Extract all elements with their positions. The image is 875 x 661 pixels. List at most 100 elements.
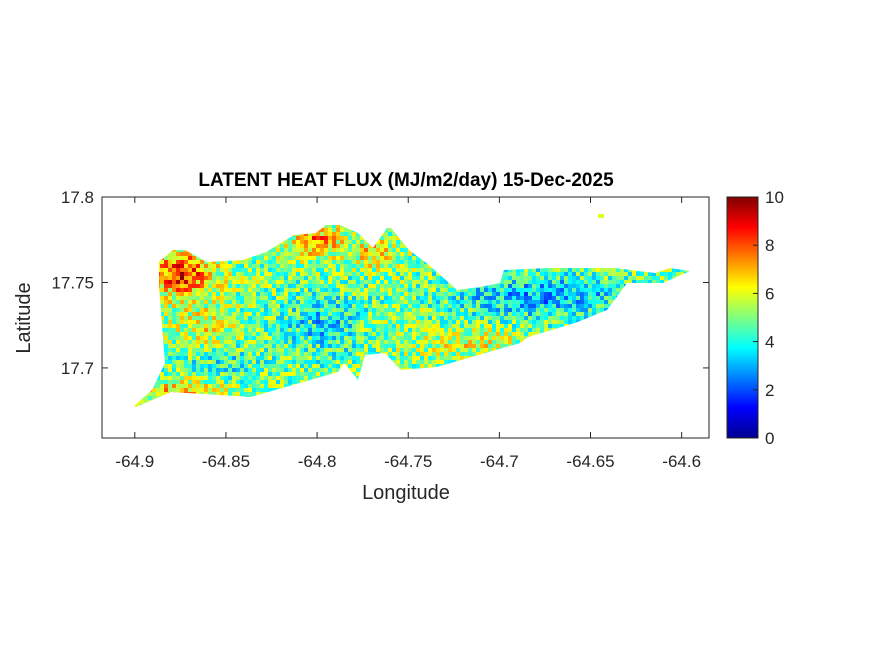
heatmap-cell xyxy=(560,248,564,252)
heatmap-cell xyxy=(456,332,460,336)
heatmap-cell xyxy=(228,344,232,348)
heatmap-cell xyxy=(416,240,420,244)
heatmap-cell xyxy=(492,288,496,292)
heatmap-cell xyxy=(636,216,640,220)
heatmap-cell xyxy=(188,228,192,232)
heatmap-cell xyxy=(256,220,260,224)
heatmap-cell xyxy=(636,244,640,248)
heatmap-cell xyxy=(436,220,440,224)
heatmap-cell xyxy=(552,256,556,260)
heatmap-cell xyxy=(208,316,212,320)
heatmap-cell xyxy=(232,244,236,248)
heatmap-cell xyxy=(128,272,132,276)
heatmap-cell xyxy=(488,348,492,352)
heatmap-cell xyxy=(228,348,232,352)
heatmap-cell xyxy=(660,252,664,256)
heatmap-cell xyxy=(356,268,360,272)
heatmap-cell xyxy=(400,272,404,276)
heatmap-cell xyxy=(348,228,352,232)
heatmap-cell xyxy=(632,324,636,328)
heatmap-cell xyxy=(204,252,208,256)
heatmap-cell xyxy=(252,280,256,284)
heatmap-cell xyxy=(544,220,548,224)
heatmap-cell xyxy=(344,260,348,264)
heatmap-cell xyxy=(280,332,284,336)
heatmap-cell xyxy=(372,332,376,336)
heatmap-cell xyxy=(540,332,544,336)
heatmap-cell xyxy=(168,352,172,356)
heatmap-cell xyxy=(536,248,540,252)
heatmap-cell xyxy=(680,260,684,264)
heatmap-cell xyxy=(260,236,264,240)
heatmap-cell xyxy=(528,216,532,220)
heatmap-cell xyxy=(648,228,652,232)
heatmap-cell xyxy=(288,260,292,264)
heatmap-cell xyxy=(372,328,376,332)
heatmap-cell xyxy=(280,236,284,240)
heatmap-cell xyxy=(140,248,144,252)
heatmap-cell xyxy=(568,260,572,264)
heatmap-cell xyxy=(556,328,560,332)
heatmap-cell xyxy=(144,336,148,340)
heatmap-cell xyxy=(656,220,660,224)
heatmap-cell xyxy=(632,348,636,352)
heatmap-cell xyxy=(134,232,136,236)
heatmap-cell xyxy=(512,272,516,276)
heatmap-cell xyxy=(516,224,520,228)
heatmap-cell xyxy=(672,324,676,328)
heatmap-cell xyxy=(408,340,412,344)
heatmap-cell xyxy=(204,216,208,220)
heatmap-cell xyxy=(196,332,200,336)
heatmap-cell xyxy=(660,328,664,332)
heatmap-cell xyxy=(144,344,148,348)
heatmap-cell xyxy=(216,252,220,256)
heatmap-cell xyxy=(632,272,636,276)
heatmap-cell xyxy=(664,220,668,224)
heatmap-cell xyxy=(248,256,252,260)
heatmap-cell xyxy=(320,324,324,328)
heatmap-cell xyxy=(252,304,256,308)
heatmap-cell xyxy=(252,348,256,352)
heatmap-cell xyxy=(144,256,148,260)
heatmap-cell xyxy=(348,268,352,272)
heatmap-cell xyxy=(480,292,484,296)
heatmap-cell xyxy=(404,228,408,232)
heatmap-cell xyxy=(560,236,564,240)
heatmap-cell xyxy=(168,256,172,260)
heatmap-cell xyxy=(288,348,292,352)
heatmap-cell xyxy=(544,272,548,276)
heatmap-cell xyxy=(560,312,564,316)
heatmap-cell xyxy=(192,332,196,336)
heatmap-cell xyxy=(440,324,444,328)
heatmap-cell xyxy=(480,316,484,320)
heatmap-cell xyxy=(420,260,424,264)
heatmap-cell xyxy=(516,328,520,332)
heatmap-cell xyxy=(520,332,524,336)
heatmap-cell xyxy=(604,236,608,240)
heatmap-cell xyxy=(540,264,544,268)
heatmap-cell xyxy=(424,336,428,340)
heatmap-cell xyxy=(548,336,552,340)
heatmap-cell xyxy=(436,288,440,292)
heatmap-cell xyxy=(564,276,568,280)
heatmap-cell xyxy=(184,268,188,272)
heatmap-cell xyxy=(188,348,192,352)
heatmap-cell xyxy=(560,292,564,296)
heatmap-cell xyxy=(568,336,572,340)
heatmap-cell xyxy=(128,296,132,300)
heatmap-cell xyxy=(664,348,668,352)
heatmap-cell xyxy=(300,228,304,232)
heatmap-cell xyxy=(596,300,600,304)
heatmap-cell xyxy=(292,232,296,236)
heatmap-cell xyxy=(176,340,180,344)
heatmap-cell xyxy=(224,288,228,292)
heatmap-cell xyxy=(532,292,536,296)
heatmap-cell xyxy=(512,280,516,284)
heatmap-cell xyxy=(340,308,344,312)
heatmap-cell xyxy=(664,312,668,316)
heatmap-cell xyxy=(348,336,352,340)
heatmap-cell xyxy=(444,260,448,264)
heatmap-cell xyxy=(248,348,252,352)
heatmap-cell xyxy=(668,288,672,292)
heatmap-cell xyxy=(396,220,400,224)
